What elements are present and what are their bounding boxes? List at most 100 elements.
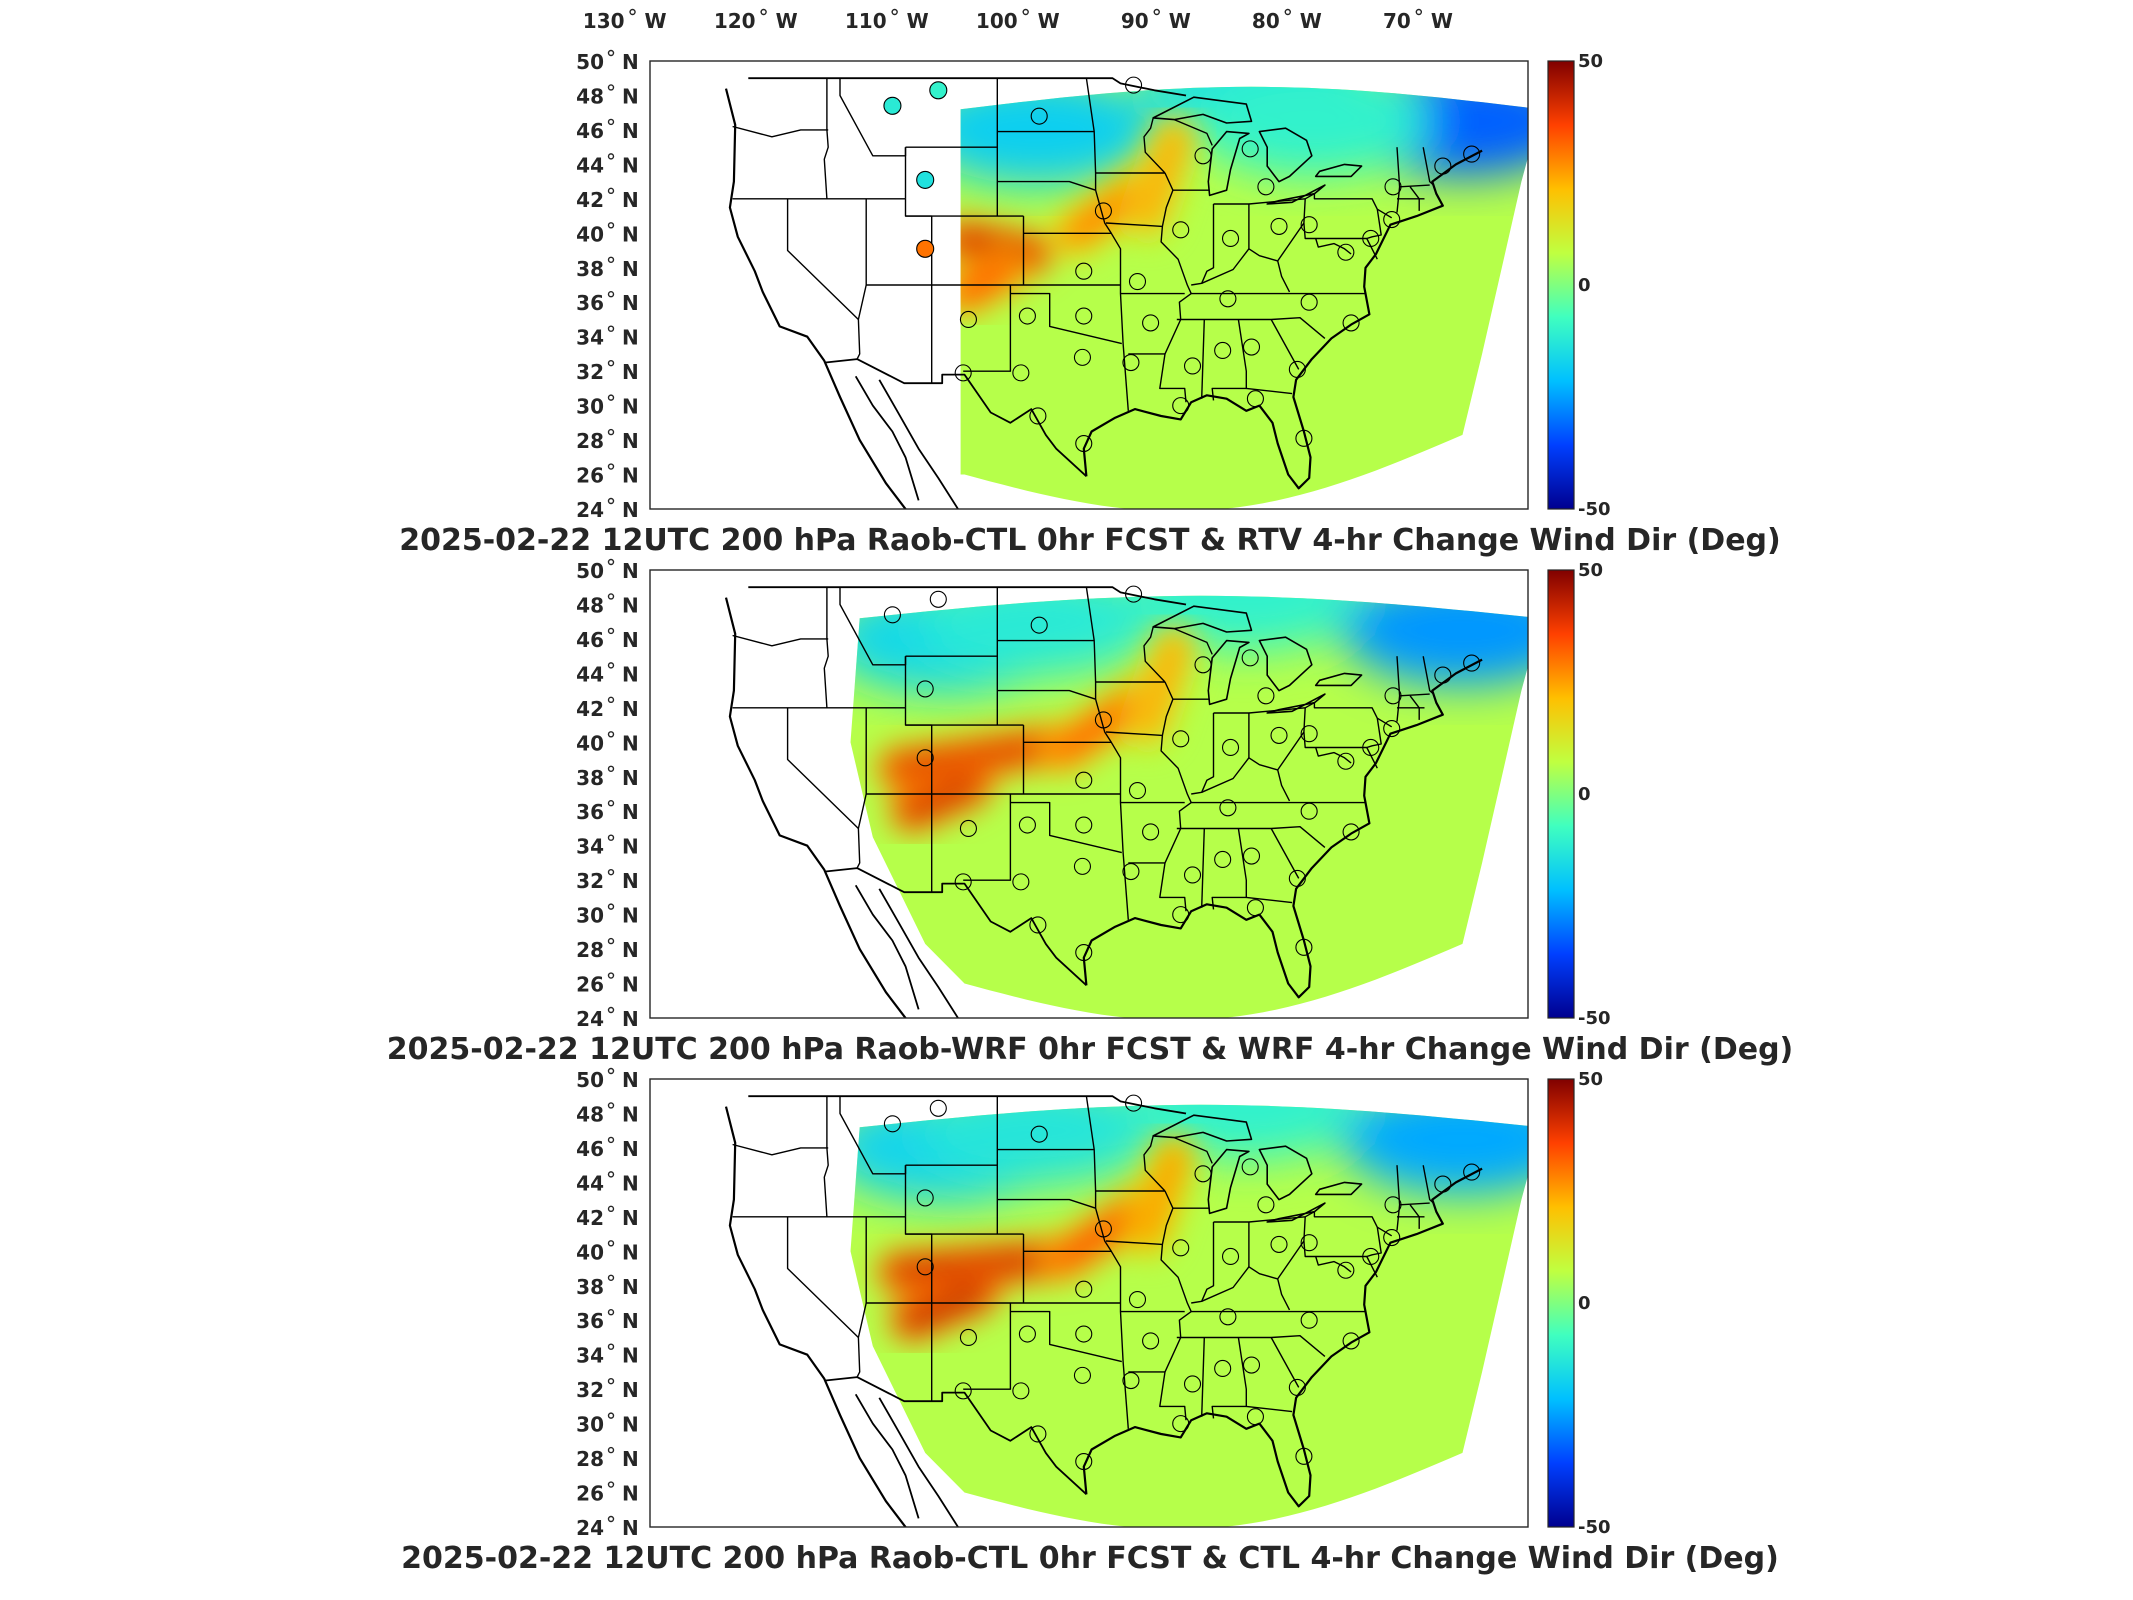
state-border: [1094, 699, 1124, 853]
station-marker: [1242, 1356, 1261, 1374]
station-marker: [1241, 1158, 1259, 1176]
lake-outline: [1314, 163, 1363, 178]
map-area: [650, 1079, 1528, 1527]
svg-text:36: 36: [576, 291, 604, 315]
state-border: [1176, 826, 1326, 848]
state-border: [1010, 801, 1122, 854]
station-marker: [1288, 1378, 1306, 1396]
svg-text:W: W: [907, 9, 929, 33]
colorbar-min-label: -50: [1578, 1008, 1611, 1029]
lat-tick-label: 24 N: [576, 1515, 639, 1540]
degree-symbol: [607, 1274, 615, 1281]
station-filled-marker: [929, 81, 948, 100]
station-marker: [1018, 1325, 1036, 1343]
svg-text:N: N: [622, 1516, 639, 1540]
station-marker: [1075, 1325, 1093, 1343]
svg-text:38: 38: [576, 766, 604, 790]
svg-text:100: 100: [976, 9, 1018, 33]
station-marker: [1029, 916, 1047, 934]
lake-outline: [1152, 96, 1253, 124]
station-marker: [1295, 1447, 1313, 1465]
lake-outline: [1207, 130, 1250, 197]
station-marker: [1012, 1382, 1030, 1400]
state-border: [1122, 852, 1129, 920]
station-marker: [1214, 341, 1232, 360]
state-border: [1315, 238, 1352, 255]
station-marker: [1075, 307, 1093, 325]
svg-text:24: 24: [576, 1007, 604, 1031]
station-marker: [1214, 1359, 1232, 1378]
field-band-core: [1137, 637, 1185, 736]
svg-text:46: 46: [576, 628, 604, 652]
station-marker: [1337, 243, 1355, 261]
station-marker: [1030, 1125, 1048, 1143]
state-border: [1315, 1256, 1352, 1273]
field-band-core: [888, 1248, 1073, 1282]
degree-symbol: [607, 256, 615, 263]
station-marker: [1128, 782, 1147, 800]
station-filled-marker: [916, 170, 935, 189]
west-coast-line: [724, 1106, 907, 1527]
station-marker: [1194, 147, 1212, 165]
state-border: [1191, 1222, 1215, 1304]
degree-symbol: [607, 1515, 615, 1523]
station-marker: [1300, 725, 1318, 743]
station-marker: [1337, 1261, 1355, 1279]
svg-text:N: N: [622, 222, 639, 246]
lat-tick-label: 50 N: [576, 558, 639, 583]
station-marker: [1257, 687, 1275, 705]
state-border: [1085, 587, 1097, 700]
svg-text:50: 50: [576, 559, 604, 583]
state-border: [1270, 1337, 1300, 1388]
border-can-line: [748, 1095, 1187, 1115]
station-marker: [1383, 1228, 1401, 1247]
state-border: [1304, 702, 1393, 728]
station-marker: [1221, 1247, 1240, 1266]
station-marker: [1295, 429, 1313, 447]
svg-text:N: N: [622, 628, 639, 652]
state-border: [1270, 319, 1300, 370]
svg-text:28: 28: [576, 938, 604, 962]
degree-symbol: [607, 731, 615, 738]
svg-text:26: 26: [576, 1482, 604, 1506]
state-border: [1201, 1337, 1205, 1417]
station-marker: [954, 873, 972, 891]
station-marker: [1434, 1175, 1452, 1193]
svg-text:36: 36: [576, 1309, 604, 1333]
station-marker: [1172, 397, 1190, 415]
state-border: [1422, 656, 1435, 695]
state-border: [1201, 1266, 1250, 1302]
station-marker: [1122, 1371, 1140, 1390]
state-border: [1176, 317, 1326, 339]
station-marker: [1219, 799, 1237, 817]
map-frame: [649, 569, 1529, 1019]
field-region: [916, 595, 1157, 677]
svg-text:24: 24: [576, 498, 604, 522]
state-border: [1366, 1227, 1382, 1278]
state-border: [997, 180, 1096, 191]
lat-tick-label: 38 N: [576, 765, 639, 790]
degree-symbol: [607, 1136, 615, 1144]
station-marker: [883, 606, 901, 624]
svg-text:48: 48: [576, 593, 604, 617]
svg-text:26: 26: [576, 464, 604, 488]
colorbar: 50 0 -50: [1547, 560, 1611, 1029]
state-border: [1173, 118, 1213, 146]
border-can-line: [748, 586, 1187, 606]
degree-symbol: [607, 1102, 615, 1109]
state-border: [1105, 1190, 1174, 1246]
svg-text:120: 120: [714, 9, 756, 33]
degree-symbol: [607, 868, 615, 876]
lat-tick-label: 36 N: [576, 291, 639, 315]
state-border: [963, 285, 1012, 372]
station-marker: [1434, 666, 1452, 684]
svg-text:N: N: [622, 326, 639, 350]
station-marker: [929, 1099, 947, 1117]
svg-text:30: 30: [576, 395, 604, 419]
svg-text:N: N: [622, 1007, 639, 1031]
state-border: [1085, 1096, 1097, 1209]
svg-text:W: W: [645, 9, 667, 33]
station-marker: [1030, 107, 1048, 125]
station-marker: [1362, 1247, 1380, 1266]
